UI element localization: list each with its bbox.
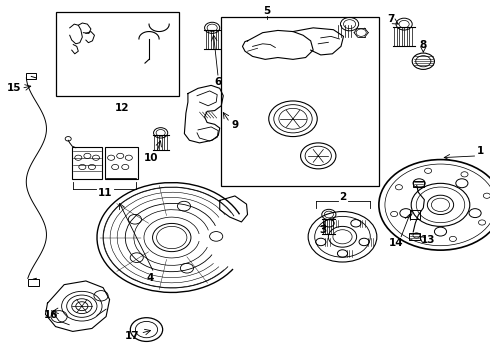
Text: 4: 4 [147,273,154,283]
Text: 8: 8 [420,40,427,50]
Text: 3: 3 [319,225,327,235]
Bar [105,147,138,179]
Text: 17: 17 [125,331,140,341]
Text: 5: 5 [263,6,270,16]
Text: 9: 9 [231,121,239,130]
Text: 15: 15 [7,83,22,93]
Bar [72,147,102,179]
Bar [410,210,420,219]
Text: 7: 7 [387,14,394,23]
Text: 6: 6 [215,77,222,87]
Text: 11: 11 [98,188,112,198]
Text: 14: 14 [389,238,404,248]
Bar [221,17,379,185]
Text: 2: 2 [340,192,346,202]
Text: 13: 13 [421,235,436,246]
Bar [28,279,39,286]
Bar [409,233,420,240]
Bar [26,73,36,80]
Text: 10: 10 [144,153,159,163]
Text: 1: 1 [477,147,485,157]
Text: 12: 12 [115,103,129,113]
Bar [55,12,179,96]
Text: 16: 16 [44,310,59,320]
Bar [413,181,424,187]
